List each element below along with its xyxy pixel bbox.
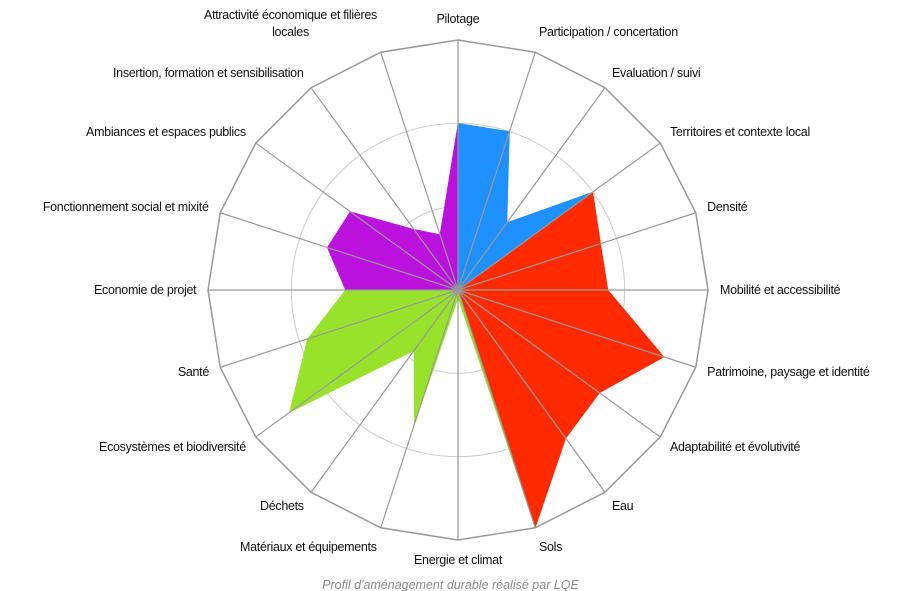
axis-spoke [457, 87, 606, 291]
axis-label: Evaluation / suivi [611, 65, 701, 80]
axis-label: Energie et climat [414, 553, 502, 567]
axis-spoke [220, 289, 459, 368]
axis-spoke [220, 212, 459, 291]
axis-label: Economie de projet [94, 282, 197, 297]
axis-label: Adaptabilité et évolutivité [669, 440, 801, 455]
axis-spoke [457, 289, 606, 493]
axis-label: Attractivité économique et filières loca… [204, 7, 377, 39]
axis-spoke [457, 212, 696, 291]
axis-label: Fonctionnement social et mixité [42, 199, 209, 214]
axis-label: Sols [538, 540, 563, 555]
axis-label: Santé [177, 365, 209, 380]
axis-label: Déchets [260, 499, 304, 514]
axis-spoke [310, 289, 459, 493]
axis-spoke [457, 289, 661, 438]
axis-label: Territoires et contexte local [669, 124, 810, 139]
caption: Profil d'aménagement durable réalisé par… [322, 578, 579, 591]
axis-label: Patrimoine, paysage et identité [707, 365, 870, 380]
axis-spoke [457, 289, 696, 368]
axis-label: Densité [707, 199, 748, 214]
axis-label: Insertion, formation et sensibilisation [113, 65, 304, 80]
axis-label: Eau [611, 499, 634, 514]
axis-spoke [380, 52, 459, 291]
axis-label: Pilotage [436, 12, 480, 26]
axis-label: Ecosystèmes et biodiversité [99, 440, 246, 455]
axis-spoke [255, 142, 459, 291]
axis-spoke [310, 87, 459, 291]
axis-label: Matériaux et équipements [240, 540, 377, 555]
axis-spoke [457, 52, 536, 291]
axis-label: Participation / concertation [538, 24, 678, 39]
axis-spoke [457, 142, 661, 291]
axis-spoke [457, 289, 536, 528]
axis-spoke [380, 289, 459, 528]
axis-label: Mobilité et accessibilité [720, 282, 841, 297]
axis-spoke [255, 289, 459, 438]
axis-label: Ambiances et espaces publics [86, 124, 246, 139]
